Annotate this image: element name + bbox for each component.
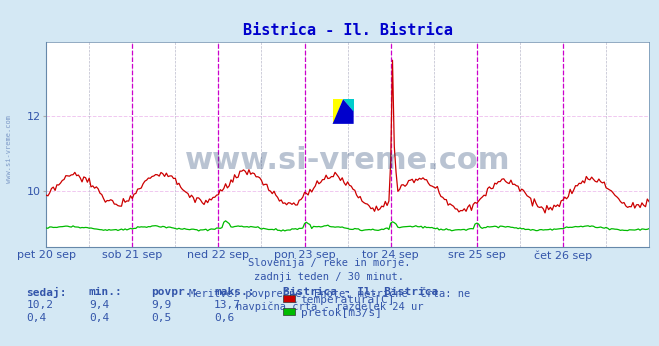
Text: Bistrica - Il. Bistrica: Bistrica - Il. Bistrica [283, 287, 439, 297]
Text: maks.:: maks.: [214, 287, 254, 297]
Title: Bistrica - Il. Bistrica: Bistrica - Il. Bistrica [243, 22, 453, 38]
Text: 13,7: 13,7 [214, 300, 241, 310]
Text: temperatura[C]: temperatura[C] [301, 295, 395, 305]
Text: 0,6: 0,6 [214, 313, 235, 323]
Polygon shape [333, 99, 354, 124]
Text: min.:: min.: [89, 287, 123, 297]
Text: povpr.:: povpr.: [152, 287, 199, 297]
Polygon shape [333, 99, 343, 124]
Text: 0,4: 0,4 [26, 313, 47, 323]
Text: 9,4: 9,4 [89, 300, 109, 310]
Text: 9,9: 9,9 [152, 300, 172, 310]
Text: Meritve: povprečne  Enote: metrične  Črta: ne: Meritve: povprečne Enote: metrične Črta:… [189, 287, 470, 299]
Text: sedaj:: sedaj: [26, 287, 67, 298]
Text: pretok[m3/s]: pretok[m3/s] [301, 308, 382, 318]
Text: zadnji teden / 30 minut.: zadnji teden / 30 minut. [254, 272, 405, 282]
Text: www.si-vreme.com: www.si-vreme.com [185, 146, 510, 175]
Text: 10,2: 10,2 [26, 300, 53, 310]
Text: Slovenija / reke in morje.: Slovenija / reke in morje. [248, 258, 411, 268]
Text: www.si-vreme.com: www.si-vreme.com [5, 115, 12, 183]
Text: navpična črta - razdelek 24 ur: navpična črta - razdelek 24 ur [236, 301, 423, 312]
Polygon shape [343, 99, 354, 111]
Text: 0,4: 0,4 [89, 313, 109, 323]
Text: 0,5: 0,5 [152, 313, 172, 323]
